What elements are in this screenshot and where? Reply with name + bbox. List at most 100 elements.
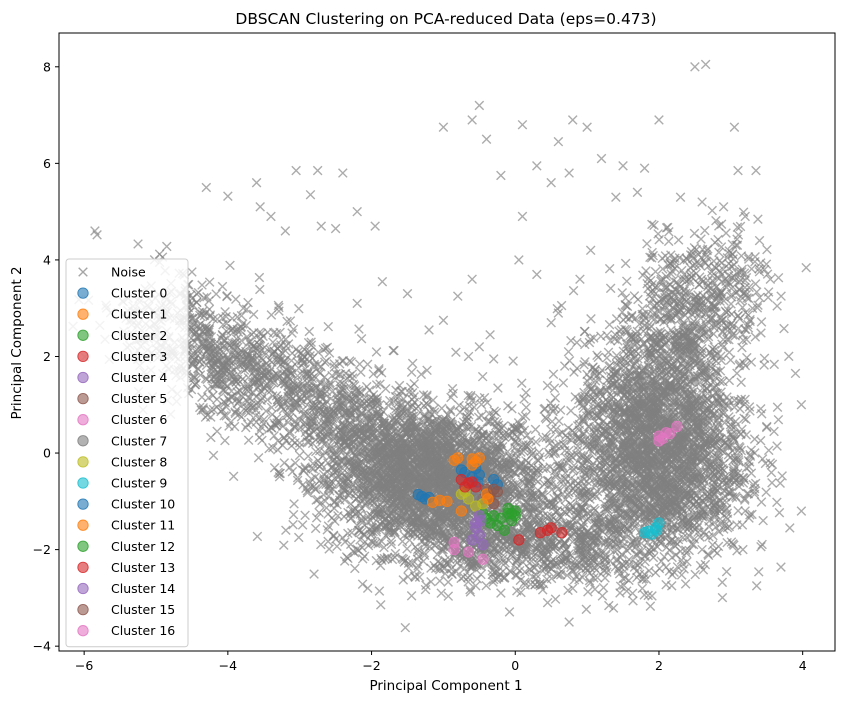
noise-point: [422, 365, 432, 376]
noise-point: [398, 575, 409, 585]
noise-point: [426, 576, 436, 587]
noise-point: [519, 394, 529, 404]
noise-point: [521, 402, 531, 413]
noise-point: [314, 507, 324, 518]
noise-point: [222, 291, 232, 302]
noise-point: [406, 591, 417, 601]
noise-point: [291, 344, 301, 354]
noise-point: [289, 499, 299, 509]
noise-point: [242, 419, 253, 430]
noise-point: [254, 272, 265, 283]
noise-point: [269, 431, 279, 441]
noise-point: [356, 367, 366, 377]
noise-point: [581, 604, 592, 615]
noise-point: [332, 541, 342, 552]
noise-point: [465, 392, 476, 403]
noise-point: [550, 594, 561, 604]
noise-point: [311, 513, 322, 523]
noise-point: [517, 412, 528, 422]
noise-point: [374, 586, 385, 596]
noise-point: [354, 324, 364, 334]
noise-point: [443, 591, 454, 601]
noise-point: [356, 333, 367, 344]
noise-point: [300, 510, 310, 521]
noise-point: [252, 531, 263, 542]
noise-point: [298, 465, 308, 476]
noise-point: [628, 596, 638, 606]
noise-point: [240, 422, 251, 433]
noise-point: [309, 569, 319, 579]
noise-point: [476, 399, 487, 410]
noise-point: [389, 345, 399, 356]
noise-point: [231, 294, 241, 304]
noise-point: [205, 311, 215, 322]
noise-point: [255, 284, 265, 295]
noise-point: [447, 383, 458, 394]
noise-point: [323, 509, 333, 519]
noise-point: [357, 579, 368, 589]
noise-point: [583, 587, 593, 597]
noise-point: [416, 369, 427, 380]
noise-point: [290, 458, 301, 468]
noise-point: [269, 462, 280, 473]
noise-point: [253, 452, 264, 463]
noise-point: [284, 462, 295, 473]
noise-point: [243, 435, 254, 446]
noise-point: [354, 359, 365, 369]
noise-point: [225, 260, 235, 271]
noise-point: [503, 400, 513, 411]
noise-point: [436, 588, 447, 599]
noise-point: [350, 563, 360, 574]
noise-point: [451, 347, 461, 358]
noise-point: [362, 583, 373, 594]
noise-point: [504, 607, 515, 617]
noise-point: [293, 532, 304, 543]
noise-point: [286, 441, 297, 451]
noise-point: [371, 347, 382, 357]
noise-point: [212, 394, 222, 405]
noise-point: [294, 442, 305, 452]
noise-point: [204, 277, 215, 287]
noise-point: [243, 297, 253, 308]
noise-point: [303, 451, 313, 461]
noise-point: [297, 520, 308, 530]
noise-point: [294, 450, 305, 461]
noise-point: [598, 582, 609, 593]
noise-point: [375, 600, 386, 610]
chart-title: DBSCAN Clustering on PCA-reduced Data (e…: [235, 10, 656, 28]
noise-point: [294, 303, 304, 314]
noise-point: [197, 280, 207, 290]
noise-point: [237, 319, 248, 329]
noise-point: [473, 412, 484, 423]
noise-point: [211, 289, 221, 299]
noise-point: [316, 539, 326, 550]
noise-point: [482, 397, 493, 408]
noise-point: [443, 577, 453, 587]
noise-point: [455, 407, 465, 418]
noise-point: [479, 392, 490, 403]
noise-point: [407, 358, 418, 369]
noise-point: [402, 544, 412, 554]
noise-point: [362, 359, 373, 370]
noise-point: [637, 583, 648, 594]
noise-point: [796, 399, 807, 410]
noise-point: [516, 378, 527, 389]
noise-point: [397, 536, 408, 547]
noise-point: [279, 458, 290, 468]
noise-point: [248, 309, 259, 320]
noise-point: [228, 471, 239, 482]
noise-point: [257, 435, 267, 446]
noise-point: [220, 435, 230, 446]
noise-point: [217, 281, 228, 292]
noise-point: [530, 424, 541, 435]
noise-point: [310, 523, 321, 534]
noise-point: [323, 321, 334, 332]
plot-area: [68, 59, 811, 633]
noise-point: [357, 554, 368, 564]
noise-point: [288, 509, 299, 520]
noise-point: [251, 417, 262, 427]
noise-point: [347, 527, 357, 538]
noise-point: [364, 385, 375, 395]
noise-point: [400, 622, 411, 633]
